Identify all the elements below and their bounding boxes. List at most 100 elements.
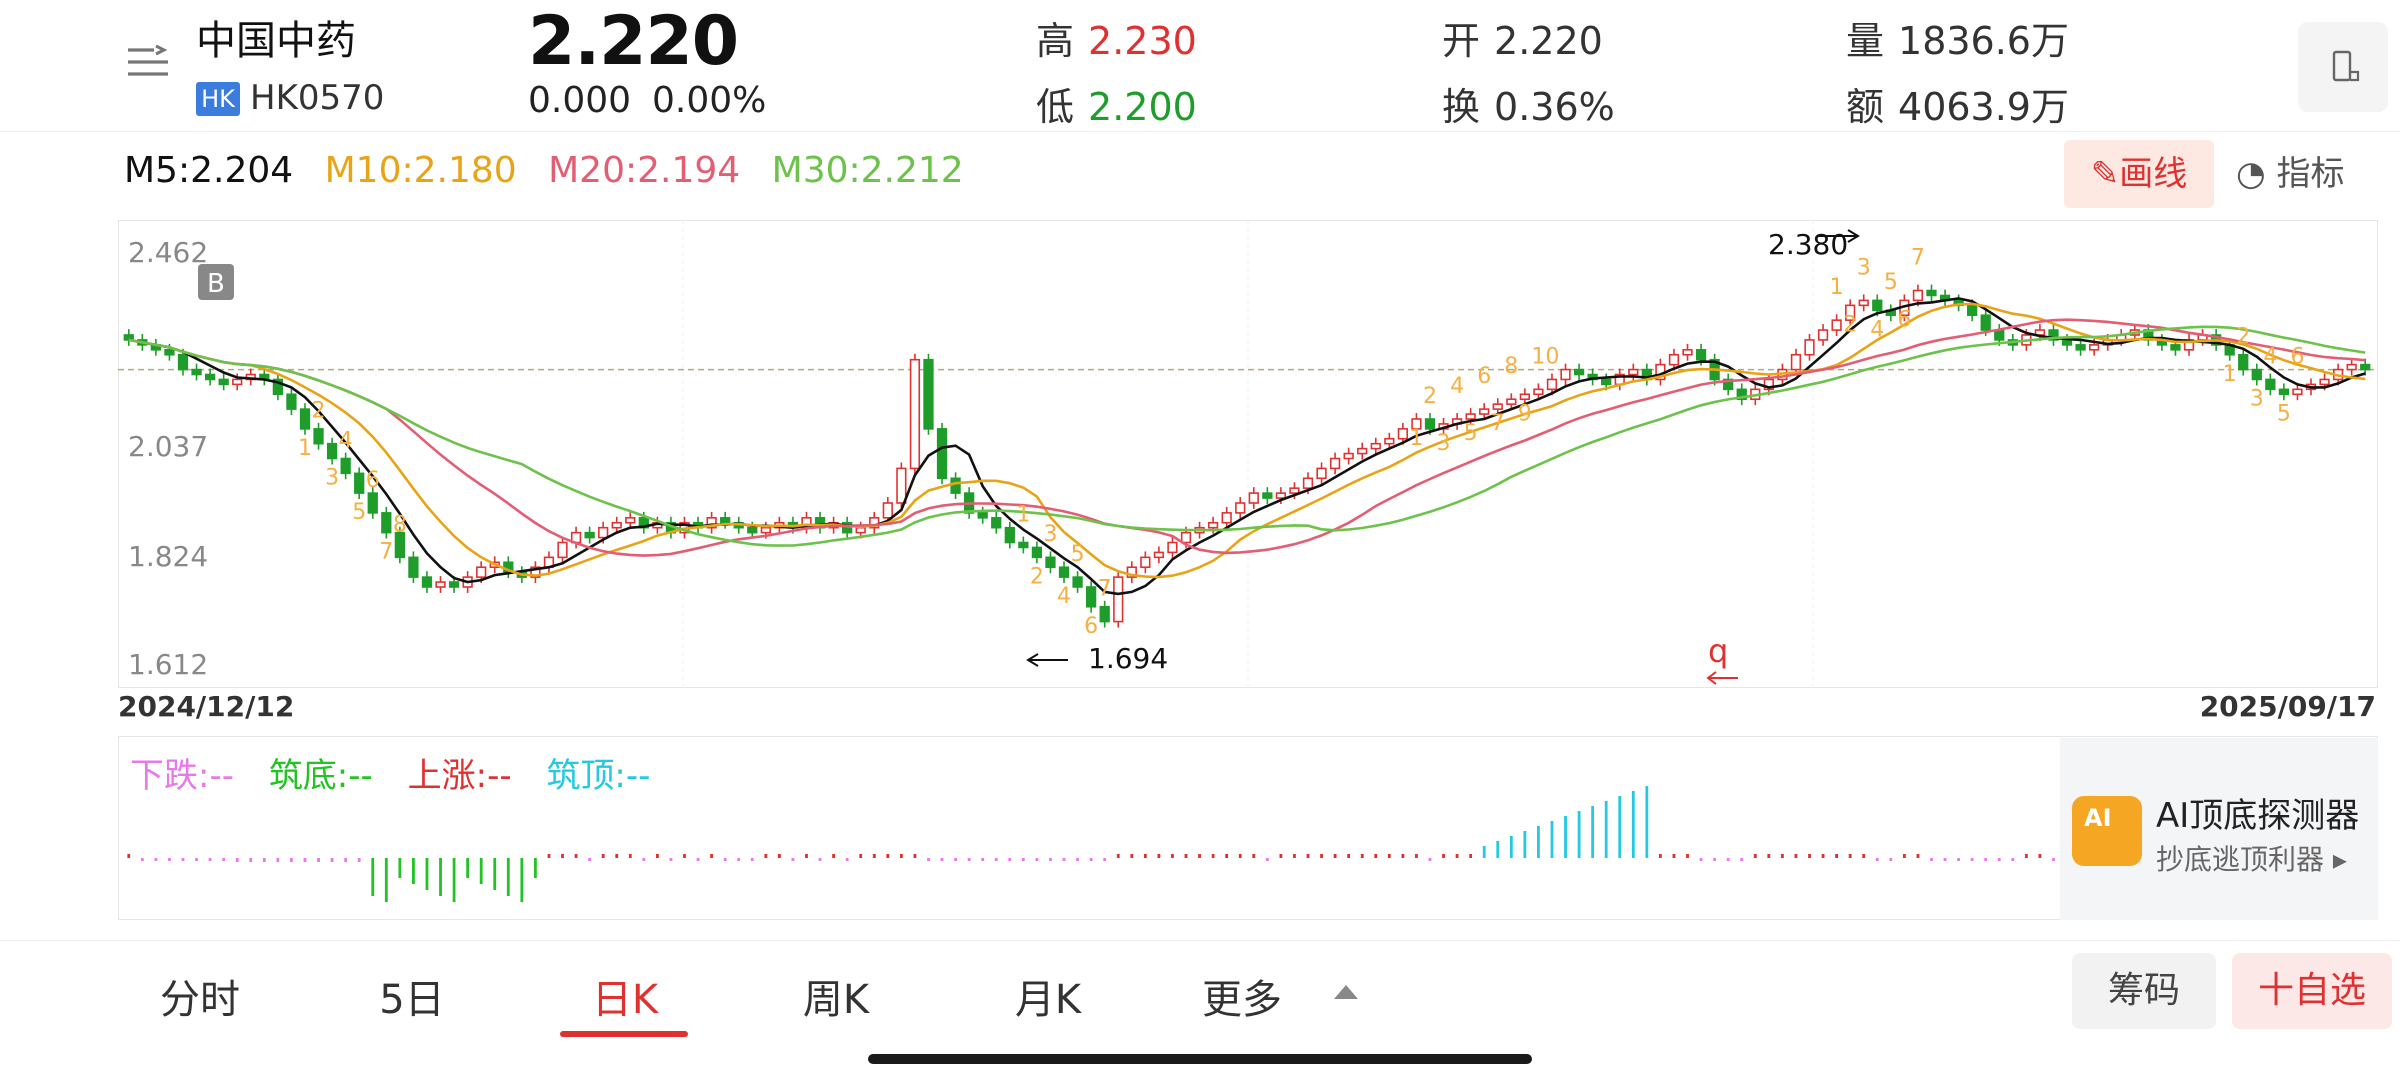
indicator-bar [452,858,456,902]
candle [1058,566,1070,578]
stat-low-label: 低 [1036,85,1075,129]
indicator-bar [1143,854,1147,858]
candle [1289,487,1300,494]
indicator-bar [1902,854,1906,858]
candle [557,541,568,559]
candle [1736,388,1747,401]
candle [476,566,487,578]
td-sequence-marker: 1 [2223,362,2237,387]
landscape-toggle-button[interactable] [2298,22,2388,112]
candle [435,581,446,588]
td-sequence-marker: 4 [1450,374,1464,399]
candle [2292,388,2303,396]
indicator-bar [588,858,592,861]
td-sequence-marker: 4 [1057,584,1071,609]
indicator-bar [561,854,564,858]
phone-rotate-icon [2332,50,2360,82]
indicator-bar [506,858,510,896]
candle [1845,304,1856,321]
candle [313,428,324,445]
indicator-bar [154,858,158,861]
y-tick-label: 1.612 [128,648,208,681]
candle [1004,526,1015,544]
indicator-bar [1564,816,1567,858]
indicator-bar [1238,854,1242,858]
chips-button[interactable]: 筹码 [2072,953,2216,1029]
stat-volume-label: 量 [1846,19,1885,63]
candle [1221,512,1232,524]
candle [747,526,758,534]
td-sequence-marker: 7 [379,540,393,565]
td-sequence-marker: 6 [1084,614,1098,639]
candle [1045,556,1056,569]
indicator-bar [1184,854,1188,858]
stat-high: 高 2.230 [1036,10,1197,65]
price-change-pct: 0.00% [652,80,767,121]
indicator-bar [1225,854,1229,858]
td-sequence-marker: 1 [298,436,312,461]
indicator-bar [737,858,741,861]
legend-top: 筑顶:-- [546,756,651,796]
indicator-bar [1116,854,1120,858]
indicator-bar [1293,854,1296,858]
tab-monthly-k[interactable]: 月K [1014,977,1082,1023]
candle [1316,467,1327,480]
ai-detector-card[interactable]: AI AI顶底探测器 抄底逃顶利器 ▸ [2060,738,2378,920]
indicator-bar [723,858,727,861]
indicator-bar [1008,858,1012,861]
stat-high-label: 高 [1036,19,1075,63]
draw-line-button[interactable]: ✎画线 [2064,140,2214,208]
candle [204,373,216,381]
indicator-bar [317,858,320,862]
tab-more[interactable]: 更多 [1202,977,1282,1023]
ma-line-m10 [128,302,2366,579]
candle [326,442,338,460]
indicator-bar [683,854,686,858]
candle [1235,502,1246,514]
candle [1465,413,1476,420]
candle [408,556,419,578]
indicator-chart[interactable] [118,736,2378,920]
tab-5day[interactable]: 5日 [379,977,445,1023]
indicator-bar [859,854,863,858]
add-watchlist-button[interactable]: 十自选 [2232,953,2392,1029]
tab-daily-k[interactable]: 日K [591,977,659,1023]
indicator-bar [1862,854,1866,858]
price-change: 0.000 [528,80,632,121]
candle [1980,314,1991,331]
td-sequence-marker: 7 [1911,246,1925,271]
indicator-bar [1984,858,1988,861]
candle [1153,551,1165,559]
event-arrow-icon [1706,671,1738,685]
indicator-bar [777,854,781,858]
td-sequence-marker: 9 [1518,401,1532,426]
stat-amount: 额 4063.9万 [1846,76,2069,131]
candle [950,477,961,494]
indicator-bar [1618,796,1622,858]
ma10-value: M10:2.180 [324,150,517,191]
candle [1343,452,1354,460]
candle [625,517,636,524]
candle [1858,299,1869,307]
candle [1790,353,1802,371]
candle [354,472,365,494]
tab-intraday[interactable]: 分时 [160,977,240,1023]
candle [1804,339,1815,356]
indicator-button[interactable]: ◔ 指标 [2236,146,2344,195]
chevron-up-icon[interactable] [1334,985,1358,999]
indicator-bar [1916,854,1920,858]
indicator-bar [412,858,415,884]
indicator-bar [1130,854,1134,858]
indicator-bar [615,854,619,858]
candle [1329,457,1341,470]
ma-line-m5 [128,297,2366,596]
stat-turnover: 换 0.36% [1442,76,1615,131]
home-indicator[interactable] [868,1054,1532,1064]
candle [340,457,351,475]
candle [1695,349,1707,361]
candle [2251,368,2262,381]
menu-icon[interactable] [124,38,172,86]
market-badge: HK [196,82,240,116]
tab-weekly-k[interactable]: 周K [802,977,870,1023]
